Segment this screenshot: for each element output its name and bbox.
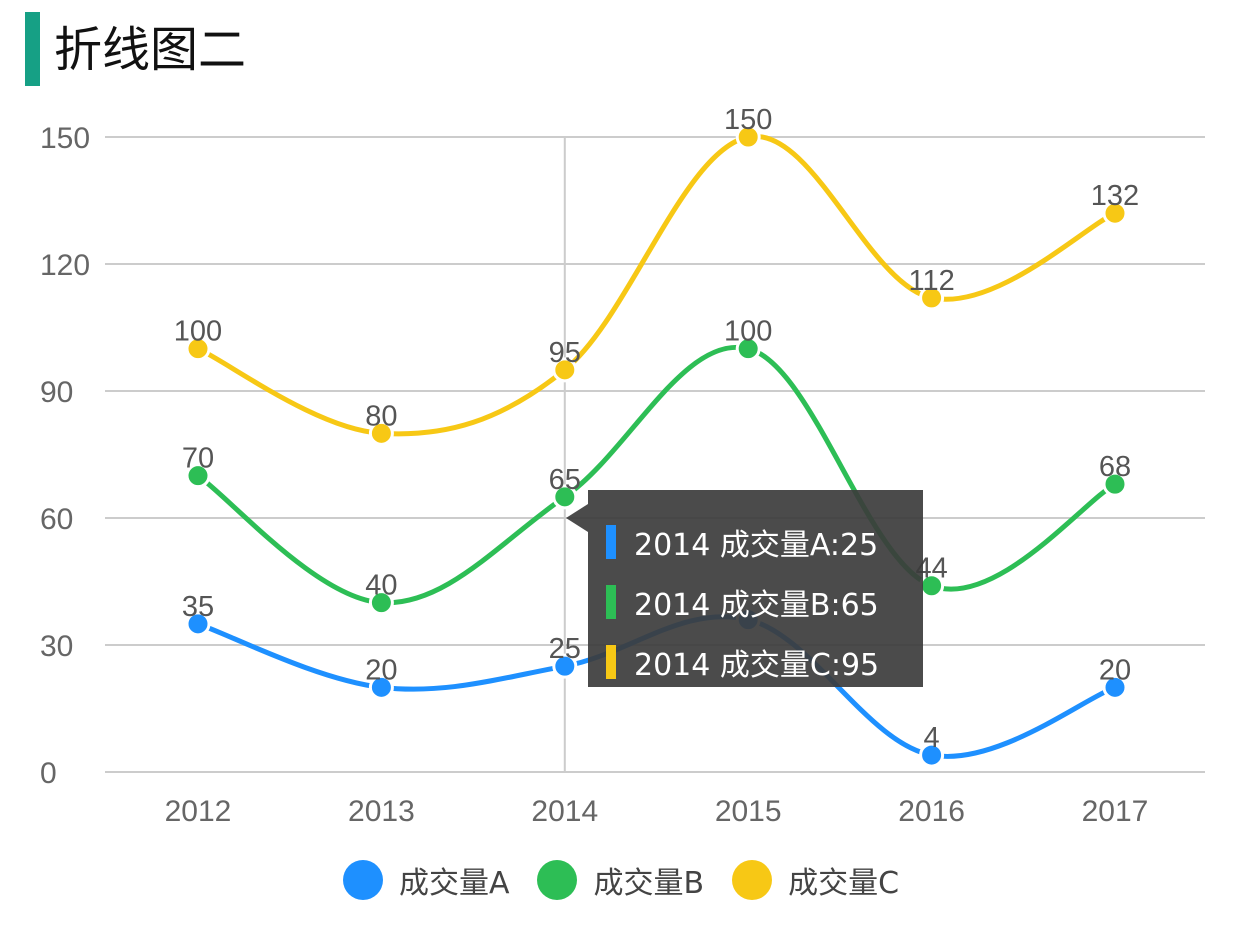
data-point-c [735, 124, 761, 150]
y-tick-label: 120 [40, 249, 90, 282]
data-point-b [735, 336, 761, 362]
data-label-b: 70 [182, 443, 214, 475]
data-label-a: 20 [1099, 654, 1131, 686]
data-point-c [1102, 200, 1128, 226]
title-accent-bar [25, 12, 40, 86]
data-label-c: 132 [1091, 180, 1139, 212]
x-tick-label: 2017 [1082, 795, 1149, 828]
tooltip-row-b: 2014 成交量B:65 [588, 572, 923, 632]
legend-dot-a [342, 860, 383, 900]
x-tick-label: 2012 [165, 795, 232, 828]
data-label-a: 35 [182, 591, 214, 623]
legend-item-a[interactable]: 成交量A [342, 858, 510, 902]
data-label-c: 112 [908, 265, 954, 297]
tooltip-text-c: 2014 成交量C:95 [634, 648, 880, 683]
legend-dot-c [732, 860, 773, 900]
data-label-a: 4 [924, 722, 940, 754]
legend-label-a: 成交量A [398, 866, 510, 901]
tooltip-row-c: 2014 成交量C:95 [588, 632, 923, 692]
tooltip-swatch-c [606, 645, 616, 679]
data-label-c: 150 [724, 104, 772, 136]
data-label-a: 25 [549, 633, 581, 665]
legend-item-b[interactable]: 成交量B [537, 858, 704, 902]
data-point-a [1102, 674, 1128, 700]
data-point-a [185, 611, 211, 637]
data-point-a [552, 653, 578, 679]
data-label-b: 100 [724, 316, 772, 348]
data-label-c: 80 [365, 400, 397, 432]
data-label-b: 40 [365, 570, 397, 602]
data-point-b [368, 590, 394, 616]
y-tick-label: 30 [40, 630, 73, 663]
data-point-c [552, 357, 578, 383]
data-label-c: 95 [549, 337, 581, 369]
tooltip-text-a: 2014 成交量A:25 [634, 528, 879, 563]
tooltip-row-a: 2014 成交量A:25 [588, 512, 923, 572]
x-tick-label: 2016 [898, 795, 965, 828]
data-point-b [1102, 471, 1128, 497]
data-label-c: 100 [174, 316, 222, 348]
series-line-b [196, 344, 1117, 606]
legend-dot-b [537, 860, 578, 900]
data-point-c [919, 285, 945, 311]
tooltip-swatch-b [606, 585, 616, 619]
data-point-b [185, 463, 211, 489]
y-tick-label: 60 [40, 503, 73, 536]
series-line-c [196, 133, 1117, 437]
legend-label-b: 成交量B [593, 866, 705, 901]
data-point-c [368, 420, 394, 446]
data-label-b: 65 [549, 464, 581, 496]
data-point-c [185, 336, 211, 362]
chart-tooltip: 2014 成交量A:25 2014 成交量B:65 2014 成交量C:95 [566, 490, 923, 687]
x-tick-label: 2013 [348, 795, 415, 828]
data-point-a [368, 674, 394, 700]
y-tick-label: 150 [40, 122, 90, 155]
x-tick-label: 2014 [531, 795, 598, 828]
chart-legend: 成交量A 成交量B 成交量C [0, 858, 1242, 902]
x-tick-label: 2015 [715, 795, 782, 828]
data-label-a: 20 [365, 654, 397, 686]
tooltip-swatch-a [606, 525, 616, 559]
y-tick-label: 0 [40, 757, 57, 790]
y-tick-label: 90 [40, 376, 73, 409]
data-point-a [919, 742, 945, 768]
chart-title: 折线图二 [54, 22, 247, 78]
data-point-b [552, 484, 578, 510]
data-label-b: 68 [1099, 451, 1131, 483]
tooltip-text-b: 2014 成交量B:65 [634, 588, 879, 623]
legend-label-c: 成交量C [788, 866, 900, 901]
legend-item-c[interactable]: 成交量C [732, 858, 899, 902]
